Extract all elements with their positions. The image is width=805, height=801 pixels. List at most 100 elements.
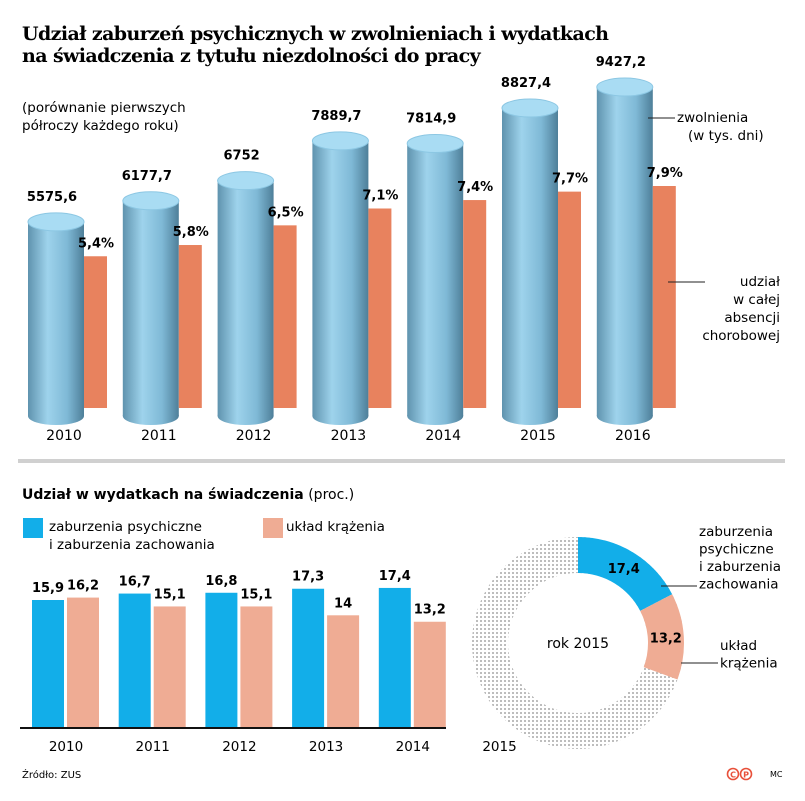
year-label: 2015 [482,739,516,755]
circulatory-bar [327,615,360,728]
copyright-icon: C P [726,767,753,781]
year-label: 2010 [49,739,83,755]
cylinder-top [501,98,559,118]
mental-bar [205,592,238,728]
cylinder-top [596,77,654,97]
note-line-2: półroczy każdego roku) [22,118,179,134]
credit: MC [770,770,783,779]
share-bar [273,225,297,408]
cylinder-bottom [407,407,464,425]
circulatory-bar [240,606,273,728]
year-label: 2014 [396,739,430,755]
legend-label: układ krążenia [286,519,385,535]
cylinder-top [122,191,180,211]
slice-name-line: zachowania [699,577,779,593]
cylinder-body [596,87,653,416]
bar-value-label: 17,3 [292,570,324,585]
circulatory-bar [413,621,446,728]
title-line-1: Udział zaburzeń psychicznych w zwolnieni… [22,23,609,45]
bottom-chart-title: Udział w wydatkach na świadczenia (proc.… [22,487,354,503]
cylinder-body [217,180,274,416]
cylinder-body [502,108,558,416]
year-label: 2012 [222,739,256,755]
share-value-label: 6,5% [268,205,304,220]
legend-label: zaburzenia psychiczne [49,519,202,535]
slice-value-label: 17,4 [608,562,640,577]
legend-swatch-mental [23,518,43,538]
cylinder-body [407,143,464,416]
cylinder-body [312,140,369,416]
leave-value-label: 7889,7 [311,109,361,124]
year-label: 2011 [136,739,170,755]
separator [18,459,785,463]
share-bar [558,191,581,408]
share-value-label: 7,1% [362,188,398,203]
bottom-title-unit: (proc.) [308,487,354,503]
donut-center-label: rok 2015 [547,636,609,652]
circulatory-bar [153,606,186,728]
cylinder-bottom [28,407,84,425]
donut-slice [578,537,673,611]
year-label: 2013 [309,739,343,755]
slice-name-line: zaburzenia [699,524,773,540]
mental-bar [378,587,411,728]
leave-value-label: 9427,2 [596,55,646,70]
slice-value-label: 13,2 [650,631,682,646]
circulatory-bar [67,597,99,728]
benefit-chart: zaburzenia psychiczne i zaburzenia zachow… [20,518,517,755]
cylinder-top [406,133,464,153]
bar-value-label: 16,8 [205,574,237,589]
share-bar [84,256,107,408]
series-label-line: udział [740,274,780,290]
year-label: 2011 [141,428,177,444]
series-label-line: chorobowej [702,328,780,344]
cylinder-bottom [122,407,179,425]
share-bar [463,200,487,408]
year-label: 2015 [520,428,556,444]
bar-value-label: 17,4 [379,569,411,584]
bar-value-label: 16,7 [119,575,151,590]
slice-name-line: układ [720,638,757,654]
bar-value-label: 15,9 [32,581,64,596]
mental-bar [292,588,325,728]
year-label: 2012 [236,428,272,444]
cylinder-top [27,212,85,232]
cylinder-bottom [217,407,274,425]
bar-value-label: 15,1 [240,587,272,602]
slice-name-line: psychiczne [699,542,774,558]
cylinder-body [28,221,84,416]
legend-swatch-circulatory [263,518,283,538]
share-value-label: 7,7% [552,172,588,187]
bar-value-label: 16,2 [67,579,99,594]
year-label: 2016 [615,428,651,444]
bar-value-label: 15,1 [154,587,186,602]
svg-text:C: C [730,771,736,780]
share-bar [368,208,392,408]
share-bar [652,186,676,408]
source: Źródło: ZUS [22,768,81,781]
year-label: 2014 [425,428,461,444]
bar-value-label: 13,2 [414,603,446,618]
mental-bar [32,600,64,728]
note-line-1: (porównanie pierwszych [22,100,186,116]
leave-chart: 5575,6 5,4% 2010 6177,7 5,8% 2011 6752 6,5% 2012… [27,55,780,444]
share-bar [178,245,202,408]
share-value-label: 5,4% [78,236,114,251]
share-value-label: 5,8% [173,225,209,240]
leave-value-label: 8827,4 [501,76,551,91]
series-label-line: zwolnienia [677,110,748,126]
svg-text:P: P [743,771,749,780]
year-label: 2010 [46,428,82,444]
series-label-line: (w tys. dni) [688,128,764,144]
cylinder-bottom [502,407,558,425]
cylinder-bottom [596,407,653,425]
legend-label: i zaburzenia zachowania [49,537,215,553]
series-label-line: w całej [733,292,780,308]
leave-value-label: 6177,7 [122,169,172,184]
cylinder-top [311,131,369,151]
mental-bar [118,593,151,728]
bottom-title-main: Udział w wydatkach na świadczenia [22,487,304,503]
title-line-2: na świadczenia z tytułu niezdolności do … [22,45,482,67]
